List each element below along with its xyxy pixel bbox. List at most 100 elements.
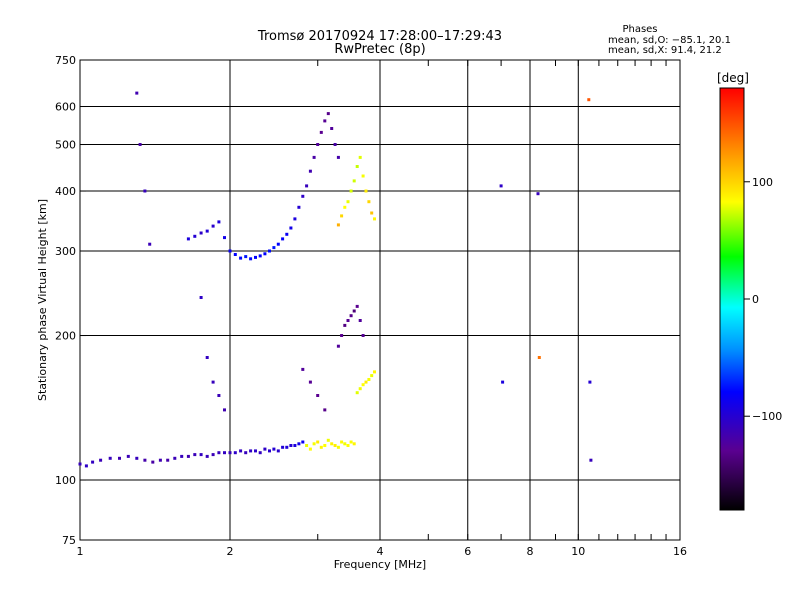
data-point-e_region_x (316, 440, 320, 444)
data-point-mid_cluster_o (352, 309, 356, 313)
data-point-scattered (138, 143, 142, 146)
x-axis-ticks: 1 2 4 6 8 10 16 (77, 60, 687, 558)
data-point-e_region_x (333, 444, 337, 447)
data-point-e_region_x (326, 438, 330, 442)
data-point-e_region_o (193, 453, 197, 457)
data-point-e_region_o (78, 462, 82, 466)
data-point-e_region_x (308, 447, 312, 451)
chart-subtitle: RwPretec (8p) (334, 42, 425, 57)
data-point-scattered (308, 380, 312, 384)
data-point-mid_cluster_o (336, 344, 340, 348)
data-point-e_region_x (346, 444, 350, 447)
data-point-f_region_o (263, 252, 267, 256)
x-tick-label: 1 (77, 545, 84, 558)
data-point-mid_cluster_x (373, 370, 376, 374)
x-tick-label: 4 (377, 545, 384, 558)
data-point-scattered (217, 394, 221, 397)
y-tick-label: 100 (55, 474, 76, 487)
data-point-f_region_o (301, 194, 305, 198)
x-tick-label: 6 (464, 545, 471, 558)
chart-title: Tromsø 20170924 17:28:00–17:29:43 (257, 29, 502, 44)
colorbar (719, 87, 745, 511)
colorbar-tick-label: 0 (752, 293, 759, 306)
colorbar-label: [deg] (717, 71, 749, 85)
data-point-f_region_x (373, 217, 376, 221)
data-point-mid_cluster_o (349, 314, 353, 318)
data-point-e_region_o (99, 458, 103, 462)
data-point-e_region_o (180, 454, 184, 458)
data-point-e_region_x (323, 444, 327, 447)
y-tick-label: 600 (55, 101, 76, 114)
data-point-e_region_x (343, 442, 347, 446)
data-point-scattered (148, 242, 152, 246)
data-point-f_region_o (205, 229, 209, 233)
data-point-f_region_x (343, 205, 347, 209)
data-point-f_region_o (293, 217, 297, 221)
data-point-f_region_o (333, 143, 337, 146)
x-tick-label: 16 (673, 545, 687, 558)
y-tick-label: 500 (55, 139, 76, 152)
data-point-e_region_o (293, 444, 297, 447)
data-point-f_region_o (239, 256, 243, 260)
data-point-e_region_o (126, 454, 130, 458)
x-tick-label: 2 (227, 545, 234, 558)
data-point-f_region_o (223, 236, 226, 240)
data-point-f_region_o (211, 224, 215, 228)
data-point-e_region_o (289, 444, 293, 447)
data-point-f_region_o (316, 143, 320, 146)
data-point-e_region_o (135, 456, 139, 460)
data-point-e_region_x (340, 440, 344, 444)
data-point-e_region_o (108, 456, 112, 460)
data-point-f_region_o (244, 255, 248, 259)
data-point-e_region_o (258, 451, 262, 455)
colorbar-ticks: 100 0 −100 (744, 176, 782, 423)
data-point-e_region_o (186, 454, 190, 458)
data-point-f_region_x (336, 223, 340, 227)
data-point-e_region_o (249, 449, 253, 453)
y-tick-label: 75 (62, 534, 76, 547)
data-point-scattered (499, 184, 503, 188)
data-point-scattered (537, 356, 541, 359)
data-point-f_region_o (258, 254, 262, 258)
data-point-scattered (199, 296, 203, 299)
data-point-scattered (536, 192, 540, 196)
data-point-e_region_o (211, 453, 215, 457)
data-point-mid_cluster_x (367, 378, 371, 381)
data-point-e_region_o (173, 456, 177, 460)
data-point-e_region_o (205, 454, 209, 458)
data-point-e_region_o (199, 453, 203, 457)
data-point-e_region_o (158, 458, 162, 462)
data-point-f_region_o (319, 130, 323, 134)
data-point-f_region_x (346, 200, 350, 204)
data-point-mid_cluster_o (343, 323, 347, 327)
data-point-f_region_o (308, 169, 312, 173)
data-point-e_region_o (281, 445, 285, 449)
data-point-f_region_x (367, 200, 371, 204)
data-point-f_region_o (186, 237, 190, 241)
data-point-scattered (316, 394, 320, 397)
data-point-scattered (501, 380, 505, 384)
data-point-mid_cluster_x (370, 374, 374, 378)
data-point-f_region_o (285, 232, 289, 236)
data-point-e_region_o (239, 449, 243, 453)
data-point-f_region_o (228, 249, 232, 253)
data-point-f_region_o (305, 184, 309, 188)
data-point-f_region_o (268, 249, 271, 253)
data-point-e_region_o (285, 445, 289, 449)
data-point-e_region_o (276, 449, 280, 453)
data-point-scattered (587, 98, 591, 102)
data-point-f_region_o (254, 255, 257, 259)
x-axis-label: Frequency [MHz] (334, 558, 426, 571)
data-point-mid_cluster_x (364, 380, 368, 384)
data-point-f_region_o (272, 246, 276, 250)
data-point-e_region_x (319, 445, 323, 449)
data-point-mid_cluster_x (358, 387, 362, 391)
data-point-e_region_o (233, 451, 237, 455)
data-point-f_region_o (289, 226, 293, 230)
phases-o-stats: mean, sd,O: −85.1, 20.1 (608, 35, 731, 46)
y-tick-label: 200 (55, 330, 76, 343)
data-points (78, 91, 593, 468)
data-point-scattered (135, 91, 139, 95)
colorbar-tick-label: 100 (752, 176, 773, 189)
